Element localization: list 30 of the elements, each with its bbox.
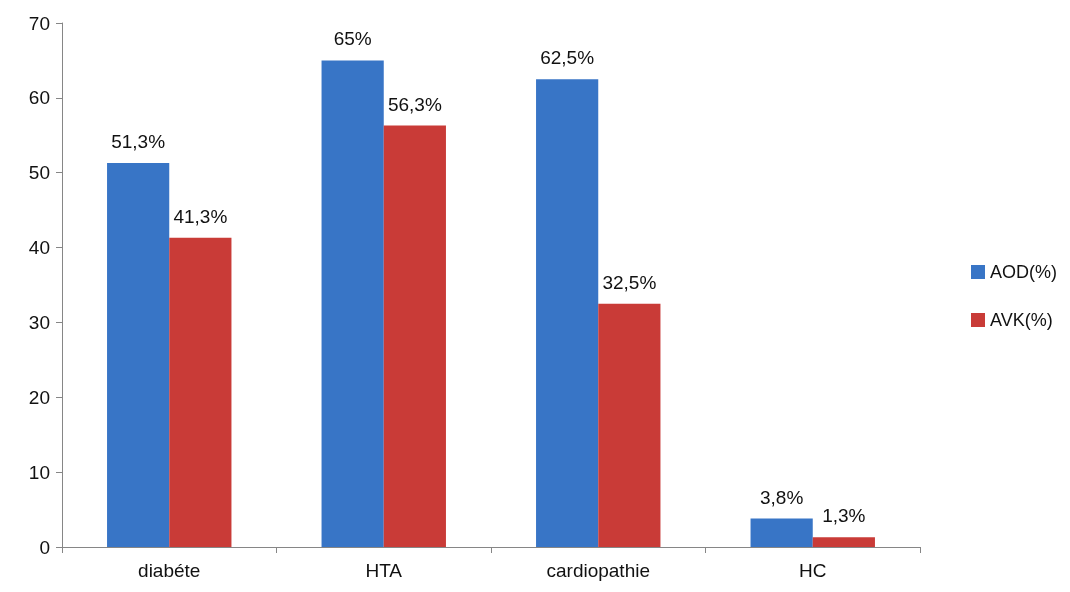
data-label: 65% <box>333 28 372 50</box>
bar <box>598 303 661 547</box>
bar <box>536 79 599 547</box>
y-tick-label: 40 <box>28 237 50 259</box>
data-label: 62,5% <box>540 47 595 69</box>
y-tick-label: 10 <box>28 461 50 483</box>
bar <box>383 125 446 547</box>
x-tick-label: diabéte <box>138 560 201 581</box>
data-label: 56,3% <box>387 93 442 115</box>
bar <box>321 60 384 547</box>
x-tick-label: HC <box>799 560 827 581</box>
y-tick-label: 0 <box>39 536 50 558</box>
data-label: 3,8% <box>759 486 804 508</box>
legend-label: AOD(%) <box>990 262 1057 282</box>
y-tick-label: 50 <box>28 162 50 184</box>
x-tick-label: HTA <box>365 560 403 581</box>
legend-label: AVK(%) <box>990 310 1053 330</box>
y-tick-label: 30 <box>28 311 50 333</box>
bar <box>169 237 232 547</box>
data-label: 51,3% <box>111 130 166 152</box>
y-tick-label: 20 <box>28 386 50 408</box>
bar <box>812 537 875 547</box>
data-label: 41,3% <box>173 205 228 227</box>
y-tick-label: 70 <box>28 12 50 34</box>
x-tick-label: cardiopathie <box>546 560 651 581</box>
data-label: 1,3% <box>822 505 866 527</box>
data-label: 32,5% <box>602 271 657 293</box>
bar <box>107 162 170 547</box>
bar <box>750 518 813 547</box>
y-tick-label: 60 <box>28 87 50 109</box>
